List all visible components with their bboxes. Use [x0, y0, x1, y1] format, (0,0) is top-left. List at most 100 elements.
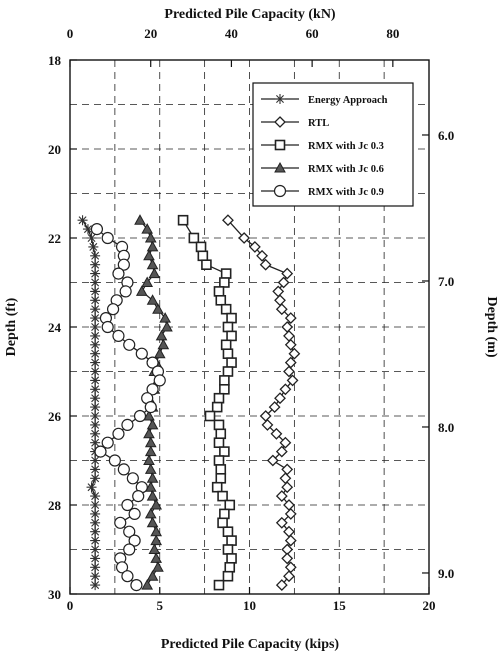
- legend-marker-square: [274, 139, 286, 151]
- data-point-triangle: [141, 276, 154, 287]
- axis-ticks: 0 5 10 15 20 0 20 40 60 80 18 20 22 24 26 28 30 6.0 7.0 8.0…: [48, 26, 454, 613]
- tick-label-right: 7.0: [438, 274, 454, 289]
- data-point-triangle: [144, 231, 157, 243]
- data-point-diamond: [274, 392, 286, 405]
- data-point-square: [215, 294, 227, 306]
- data-point-square: [226, 535, 237, 546]
- data-point-star: [90, 384, 101, 395]
- data-point-triangle: [152, 303, 164, 314]
- data-point-star: [90, 286, 101, 297]
- data-point-triangle: [146, 490, 159, 501]
- data-point-triangle: [144, 436, 157, 448]
- tick-label-bottom: 15: [333, 598, 347, 613]
- data-point-triangle: [146, 240, 159, 252]
- data-point-diamond: [272, 285, 285, 298]
- legend: Energy Approach RTL RMX with Jc 0.3 RMX wit…: [252, 82, 414, 207]
- data-point-square: [219, 508, 230, 520]
- series-square: [177, 214, 237, 591]
- data-point-triangle: [135, 285, 148, 296]
- data-point-star: [90, 357, 101, 368]
- data-point-star: [86, 482, 97, 493]
- data-point-circle: [121, 418, 134, 431]
- data-point-star: [90, 411, 101, 421]
- data-point-diamond: [279, 472, 292, 485]
- data-point-square: [226, 357, 237, 368]
- data-point-star: [88, 241, 99, 252]
- tick-label-top: 20: [144, 26, 157, 41]
- data-point-diamond: [275, 303, 288, 316]
- data-point-square: [211, 401, 223, 413]
- data-point-square: [222, 544, 234, 555]
- data-point-circle: [123, 525, 136, 538]
- data-point-star: [90, 393, 101, 404]
- legend-label: RMX with Jc 0.3: [308, 141, 384, 152]
- series-circle: [90, 223, 166, 592]
- data-point-triangle: [152, 561, 164, 572]
- data-point-square: [224, 561, 236, 573]
- data-point-star: [90, 526, 101, 537]
- data-point-star: [90, 402, 101, 413]
- data-point-star: [90, 455, 101, 466]
- data-point-triangle: [150, 498, 163, 510]
- data-point-circle: [119, 285, 132, 298]
- data-point-circle: [117, 463, 130, 476]
- series-layer: [77, 214, 301, 592]
- data-point-circle: [101, 231, 114, 245]
- data-point-star: [90, 366, 101, 377]
- data-point-square: [217, 517, 228, 529]
- data-point-star: [90, 571, 101, 582]
- data-point-diamond: [274, 294, 286, 307]
- data-point-circle: [114, 516, 127, 529]
- legend-label: Energy Approach: [308, 95, 388, 106]
- tick-label-bottom: 5: [157, 598, 164, 613]
- data-point-triangle: [143, 409, 155, 421]
- data-point-square: [177, 214, 189, 226]
- data-point-diamond: [238, 232, 251, 244]
- data-point-diamond: [261, 418, 274, 431]
- data-point-star: [90, 491, 101, 502]
- data-point-star: [86, 233, 97, 243]
- tick-label-bottom: 10: [243, 598, 256, 613]
- data-point-circle: [123, 338, 136, 351]
- data-point-triangle: [153, 347, 166, 359]
- tick-label-bottom: 20: [423, 598, 436, 613]
- data-point-star: [90, 553, 101, 564]
- data-point-diamond: [279, 436, 292, 449]
- data-point-square: [188, 232, 200, 244]
- data-point-square: [201, 259, 212, 271]
- data-point-circle: [121, 498, 134, 512]
- data-point-triangle: [148, 543, 161, 554]
- data-point-square: [224, 499, 236, 511]
- data-point-square: [211, 481, 223, 493]
- data-point-square: [222, 570, 234, 582]
- tick-label-bottom: 0: [67, 598, 74, 613]
- data-point-star: [90, 562, 101, 573]
- data-point-star: [90, 339, 101, 350]
- data-point-star: [90, 535, 101, 546]
- legend-item-diamond: RTL: [261, 116, 329, 129]
- data-point-square: [215, 428, 227, 440]
- legend-item-star: Energy Approach: [261, 94, 388, 106]
- data-point-diamond: [284, 338, 297, 351]
- data-point-square: [219, 383, 230, 395]
- data-point-diamond: [281, 463, 294, 476]
- data-point-star: [90, 517, 101, 528]
- tick-label-left: 20: [48, 142, 61, 157]
- data-point-square: [222, 526, 234, 538]
- data-point-diamond: [266, 454, 279, 467]
- data-point-star: [90, 295, 101, 306]
- data-point-square: [215, 472, 227, 484]
- tick-label-top: 40: [225, 26, 238, 41]
- data-point-diamond: [275, 579, 288, 592]
- legend-label: RMX with Jc 0.6: [308, 164, 384, 175]
- data-point-square: [220, 303, 232, 315]
- data-point-circle: [132, 490, 145, 503]
- data-point-star: [90, 473, 101, 484]
- legend-item-square: RMX with Jc 0.3: [261, 139, 384, 152]
- data-point-circle: [144, 401, 157, 414]
- data-point-star: [90, 348, 101, 359]
- data-point-square: [219, 277, 230, 288]
- data-point-triangle: [143, 249, 155, 261]
- data-point-triangle: [146, 516, 159, 528]
- data-point-star: [90, 330, 101, 341]
